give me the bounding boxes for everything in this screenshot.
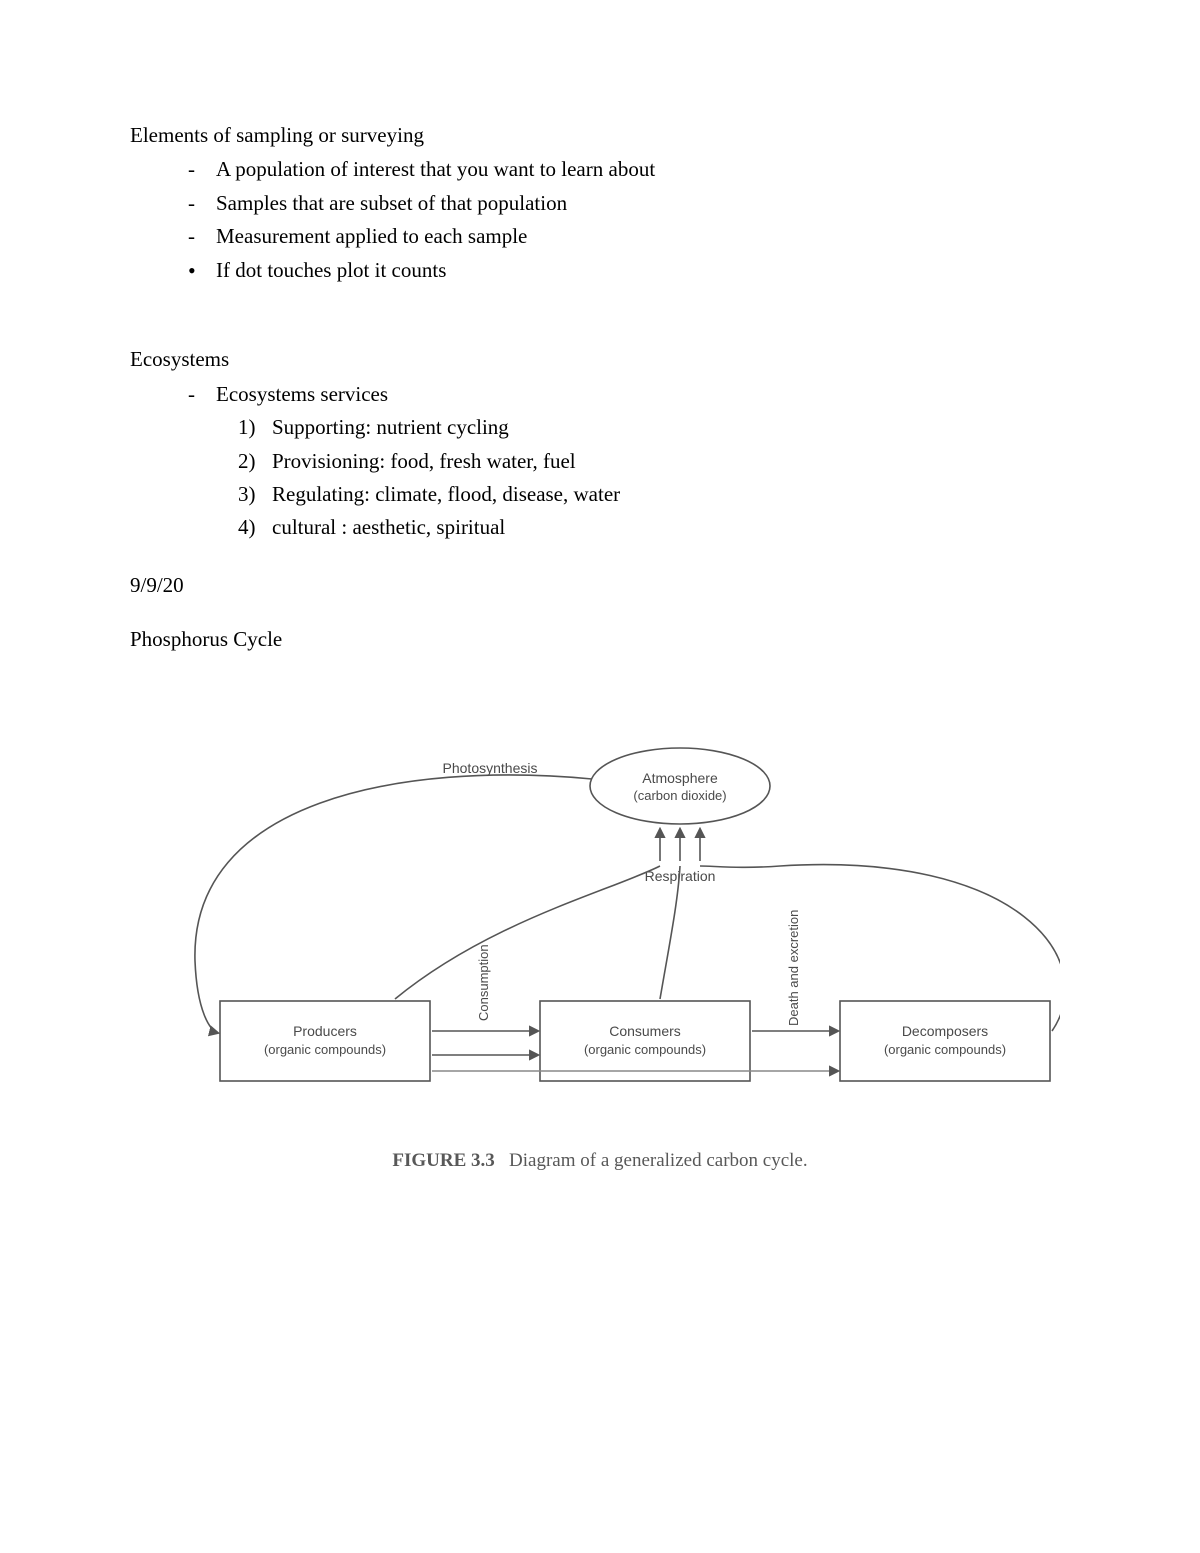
svg-text:Photosynthesis: Photosynthesis bbox=[443, 760, 538, 776]
list-item: A population of interest that you want t… bbox=[188, 154, 1070, 184]
svg-text:Death and excretion: Death and excretion bbox=[786, 909, 801, 1025]
list-item: 1)Supporting: nutrient cycling bbox=[238, 412, 1070, 442]
list-item-text: Provisioning: food, fresh water, fuel bbox=[272, 449, 576, 473]
svg-text:(carbon dioxide): (carbon dioxide) bbox=[633, 788, 726, 803]
list-item-text: Supporting: nutrient cycling bbox=[272, 415, 509, 439]
svg-text:Producers: Producers bbox=[293, 1023, 357, 1039]
svg-text:(organic compounds): (organic compounds) bbox=[884, 1042, 1006, 1057]
date-text: 9/9/20 bbox=[130, 570, 1070, 600]
section3-heading: Phosphorus Cycle bbox=[130, 624, 1070, 654]
section1-heading: Elements of sampling or surveying bbox=[130, 120, 1070, 150]
svg-text:Atmosphere: Atmosphere bbox=[642, 770, 718, 786]
list-item-text: Regulating: climate, flood, disease, wat… bbox=[272, 482, 620, 506]
svg-text:(organic compounds): (organic compounds) bbox=[264, 1042, 386, 1057]
list-item: Samples that are subset of that populati… bbox=[188, 188, 1070, 218]
document-page: Elements of sampling or surveying A popu… bbox=[0, 0, 1200, 1553]
figure-caption-prefix: FIGURE 3.3 bbox=[392, 1150, 494, 1171]
flowchart-svg: Atmosphere (carbon dioxide) Producers (orga… bbox=[140, 731, 1060, 1141]
list-item: Ecosystems services bbox=[188, 379, 1070, 409]
svg-text:Decomposers: Decomposers bbox=[902, 1023, 988, 1039]
section1-bullet-list: If dot touches plot it counts bbox=[130, 255, 1070, 285]
svg-text:(organic compounds): (organic compounds) bbox=[584, 1042, 706, 1057]
section2-dash-list: Ecosystems services bbox=[130, 379, 1070, 409]
carbon-cycle-figure: Atmosphere (carbon dioxide) Producers (orga… bbox=[140, 731, 1060, 1161]
figure-caption: FIGURE 3.3 Diagram of a generalized carb… bbox=[140, 1147, 1060, 1175]
section2-numbered-list: 1)Supporting: nutrient cycling 2)Provisi… bbox=[130, 412, 1070, 543]
svg-text:Consumption: Consumption bbox=[476, 944, 491, 1021]
svg-text:Consumers: Consumers bbox=[609, 1023, 681, 1039]
list-item: If dot touches plot it counts bbox=[188, 255, 1070, 285]
list-item: Measurement applied to each sample bbox=[188, 221, 1070, 251]
list-item: 2)Provisioning: food, fresh water, fuel bbox=[238, 446, 1070, 476]
list-item: 3)Regulating: climate, flood, disease, w… bbox=[238, 479, 1070, 509]
section2-heading: Ecosystems bbox=[130, 344, 1070, 374]
list-item: 4)cultural : aesthetic, spiritual bbox=[238, 512, 1070, 542]
list-item-text: cultural : aesthetic, spiritual bbox=[272, 515, 505, 539]
figure-caption-text: Diagram of a generalized carbon cycle. bbox=[509, 1150, 808, 1171]
section1-dash-list: A population of interest that you want t… bbox=[130, 154, 1070, 251]
